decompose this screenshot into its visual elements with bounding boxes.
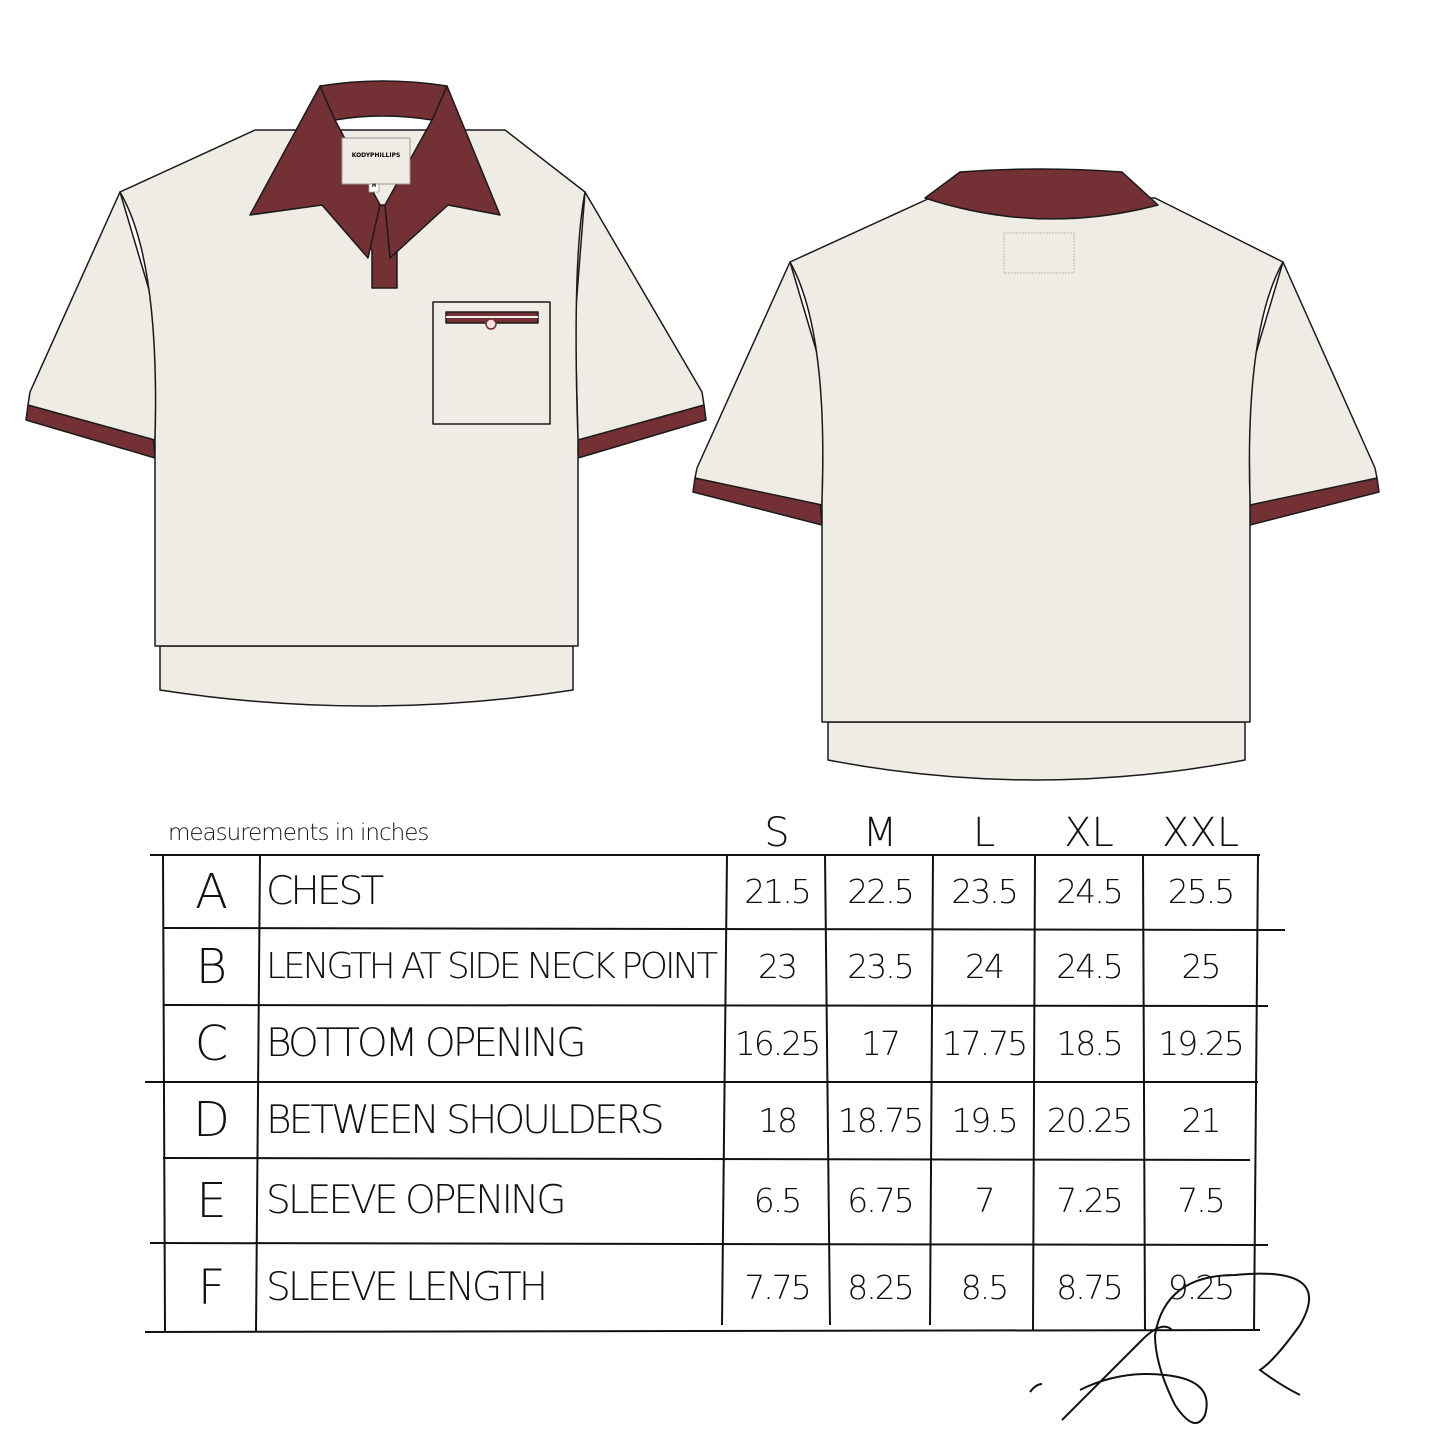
front-right-sleeve (574, 191, 705, 441)
size-header: XL (1064, 809, 1114, 856)
measurement-value: 24.5 (1056, 872, 1123, 911)
measurement-value: 18.5 (1056, 1024, 1123, 1063)
signature (1029, 1272, 1311, 1424)
row-letter: E (196, 1172, 227, 1229)
back-view (692, 168, 1380, 781)
measurement-value: 25.5 (1167, 872, 1235, 911)
row-letter: F (197, 1259, 226, 1316)
row-measurement-name: BOTTOM OPENING (266, 1021, 586, 1066)
back-label-outline (1003, 232, 1075, 274)
front-collar-back (319, 80, 448, 121)
measurement-value: 18.75 (837, 1100, 924, 1140)
front-neck-label (341, 137, 411, 185)
measurement-value: 20.25 (1046, 1100, 1133, 1140)
measurement-value: 8.5 (960, 1268, 1009, 1307)
measurement-value: 16.25 (734, 1024, 821, 1063)
row-letter: A (195, 863, 228, 920)
measurement-value: 17.75 (941, 1024, 1028, 1063)
pocket-button (485, 318, 497, 330)
measurement-value: 23.5 (847, 947, 914, 986)
row-measurement-name: BETWEEN SHOULDERS (266, 1097, 665, 1143)
measurement-value: 9.25 (1167, 1268, 1235, 1307)
measurement-value: 21.5 (744, 872, 811, 911)
row-letter: B (195, 938, 228, 995)
measurement-value: 19.5 (951, 1100, 1018, 1140)
measurement-value: 24 (965, 947, 1005, 986)
units-label: measurements in inches (168, 820, 429, 846)
back-body (789, 197, 1284, 723)
size-header: M (862, 809, 898, 856)
measurement-value: 24.5 (1056, 947, 1123, 986)
row-measurement-name: CHEST (266, 869, 384, 914)
size-table-grid (144, 854, 1286, 1333)
row-measurement-name: SLEEVE OPENING (266, 1178, 567, 1223)
measurement-value: 6.5 (753, 1181, 802, 1220)
back-collar (924, 168, 1159, 220)
size-header: S (764, 809, 790, 856)
size-tag: M (372, 183, 376, 188)
measurement-value: 7.75 (744, 1268, 811, 1307)
brand-label: KODYPHILLIPS (351, 152, 401, 159)
front-view (25, 80, 707, 707)
row-letter: D (193, 1092, 230, 1148)
measurement-value: 17 (861, 1024, 901, 1063)
measurement-value: 25 (1181, 947, 1222, 986)
back-hem-band (827, 721, 1246, 781)
measurement-value: 18 (758, 1100, 798, 1140)
row-letter: C (194, 1015, 229, 1072)
measurement-value: 7.5 (1177, 1181, 1225, 1220)
measurement-value: 6.75 (847, 1181, 914, 1220)
measurement-value: 7.25 (1056, 1181, 1123, 1220)
front-body (119, 129, 586, 647)
measurement-value: 7 (974, 1181, 996, 1220)
row-measurement-name: SLEEVE LENGTH (266, 1265, 548, 1310)
front-hem-band (159, 645, 574, 707)
measurement-value: 21 (1181, 1100, 1222, 1140)
size-header: L (972, 809, 996, 856)
measurement-value: 23 (758, 947, 798, 986)
measurement-value: 22.5 (847, 872, 914, 911)
measurement-value: 8.25 (847, 1268, 914, 1307)
size-header: XXL (1161, 809, 1240, 856)
row-measurement-name: LENGTH AT SIDE NECK POINT (266, 946, 718, 987)
measurement-value: 19.25 (1158, 1024, 1244, 1063)
measurement-value: 23.5 (951, 872, 1018, 911)
measurement-value: 8.75 (1056, 1268, 1123, 1307)
